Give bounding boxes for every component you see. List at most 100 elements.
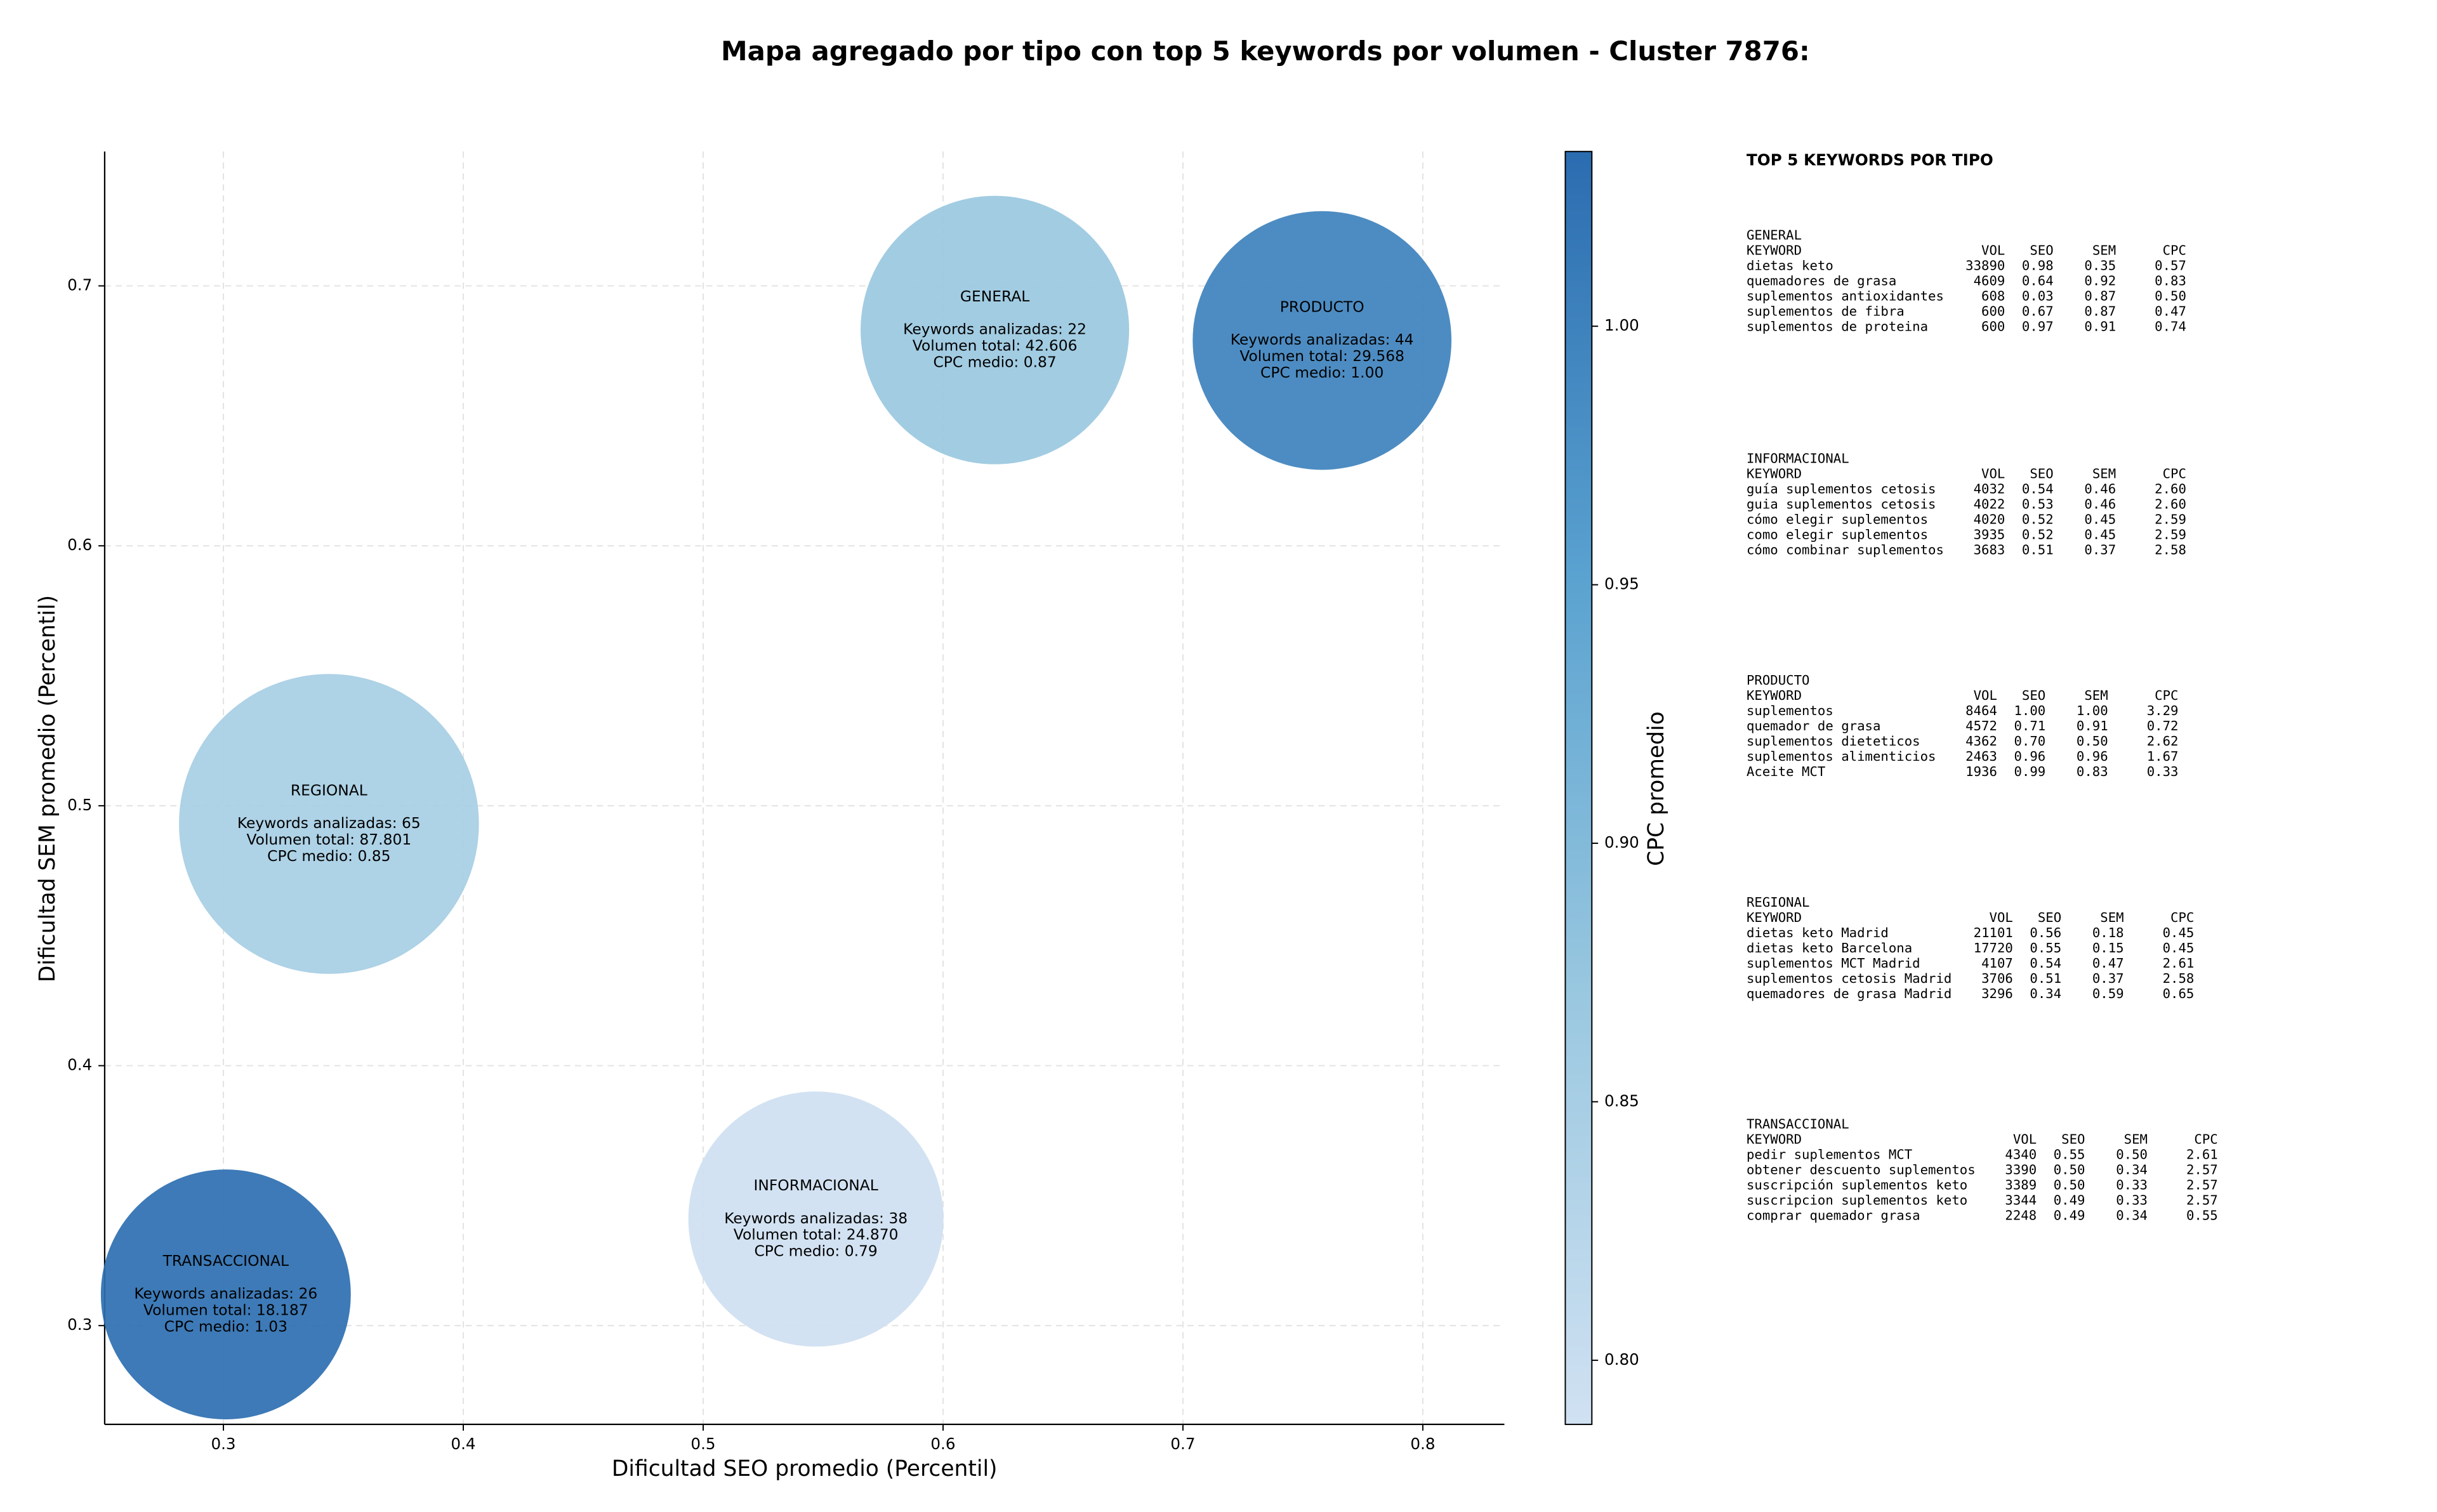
table-header: SEO bbox=[2038, 910, 2061, 925]
bubble-keywords: Keywords analizadas: 65 bbox=[237, 814, 421, 832]
table-cell: 2.61 bbox=[2186, 1147, 2218, 1162]
table-cell: 0.33 bbox=[2116, 1192, 2148, 1207]
table-cell: suplementos dieteticos bbox=[1747, 733, 1920, 749]
table-cell: 0.03 bbox=[2022, 289, 2054, 304]
table-cell: comprar quemador grasa bbox=[1747, 1207, 1920, 1223]
x-tick-label: 0.7 bbox=[1170, 1435, 1195, 1453]
table-header: KEYWORD bbox=[1747, 910, 1802, 925]
table-cell: suplementos antioxidantes bbox=[1747, 289, 1944, 304]
bubble-name: INFORMACIONAL bbox=[753, 1176, 878, 1194]
colorbar bbox=[1564, 150, 1593, 1425]
table-cell: 0.65 bbox=[2163, 986, 2195, 1001]
table-header: SEO bbox=[2030, 243, 2053, 258]
table-cell: Aceite MCT bbox=[1747, 764, 1825, 779]
bubble-volume: Volumen total: 87.801 bbox=[246, 831, 411, 848]
table-cell: 600 bbox=[1981, 319, 2005, 334]
table-cell: 2463 bbox=[1965, 749, 1997, 764]
table-cell: 2.61 bbox=[2163, 956, 2195, 971]
table-cell: 0.45 bbox=[2084, 527, 2116, 542]
bubble bbox=[179, 674, 479, 974]
table-cell: 0.50 bbox=[2054, 1177, 2085, 1192]
table-cell: 608 bbox=[1981, 289, 2005, 304]
table-cell: suplementos alimenticios bbox=[1747, 749, 1936, 764]
table-cell: 0.55 bbox=[2030, 940, 2061, 956]
table-cell: 0.50 bbox=[2054, 1162, 2085, 1177]
x-tick-label: 0.6 bbox=[930, 1435, 955, 1453]
table-cell: como elegir suplementos bbox=[1747, 527, 1928, 542]
table-cell: 0.96 bbox=[2077, 749, 2108, 764]
table-cell: 0.37 bbox=[2084, 542, 2116, 558]
table-cell: 0.53 bbox=[2022, 497, 2054, 512]
table-cell: 3.29 bbox=[2147, 703, 2179, 718]
table-cell: 3390 bbox=[2005, 1162, 2037, 1177]
x-tick-label: 0.4 bbox=[451, 1435, 475, 1453]
bubble-keywords: Keywords analizadas: 44 bbox=[1231, 331, 1414, 348]
colorbar-tick-label: 0.80 bbox=[1604, 1350, 1639, 1369]
table-cell: 0.91 bbox=[2077, 718, 2108, 733]
table-header: SEM bbox=[2100, 910, 2123, 925]
table-cell: 1936 bbox=[1965, 764, 1997, 779]
table-header: CPC bbox=[2170, 910, 2194, 925]
table-cell: 2.60 bbox=[2155, 497, 2186, 512]
bubble-keywords: Keywords analizadas: 38 bbox=[724, 1209, 908, 1227]
table-cell: quemadores de grasa bbox=[1747, 273, 1896, 289]
table-cell: 0.33 bbox=[2147, 764, 2179, 779]
chart-title: Mapa agregado por tipo con top 5 keyword… bbox=[721, 36, 1810, 67]
table-header: VOL bbox=[1974, 688, 1997, 703]
table-cell: suplementos de fibra bbox=[1747, 304, 1905, 319]
table-header: SEM bbox=[2124, 1131, 2148, 1147]
table-cell: 21101 bbox=[1974, 925, 2013, 940]
table-cell: 0.55 bbox=[2054, 1147, 2085, 1162]
colorbar-tick-label: 1.00 bbox=[1604, 316, 1639, 334]
bubble-cpc: CPC medio: 1.03 bbox=[164, 1317, 287, 1335]
table-cell: suplementos bbox=[1747, 703, 1833, 718]
table-cell: 600 bbox=[1981, 304, 2005, 319]
table-cell: 0.87 bbox=[2084, 289, 2116, 304]
panel-title: TOP 5 KEYWORDS POR TIPO bbox=[1747, 151, 1993, 169]
table-cell: 4107 bbox=[1981, 956, 2013, 971]
table-cell: 0.47 bbox=[2092, 956, 2124, 971]
table-cell: 3389 bbox=[2005, 1177, 2037, 1192]
table-cell: 0.33 bbox=[2116, 1177, 2148, 1192]
bubble-name: TRANSACCIONAL bbox=[162, 1252, 289, 1270]
table-cell: 0.49 bbox=[2054, 1192, 2085, 1207]
table-cell: 33890 bbox=[1965, 258, 2005, 273]
table-cell: 0.15 bbox=[2092, 940, 2124, 956]
table-header: VOL bbox=[1990, 910, 2013, 925]
bubble-name: PRODUCTO bbox=[1280, 298, 1364, 315]
table-cell: 0.34 bbox=[2116, 1207, 2148, 1223]
table-header: VOL bbox=[1981, 243, 2005, 258]
table-header: KEYWORD bbox=[1747, 243, 1802, 258]
table-header: CPC bbox=[2194, 1131, 2217, 1147]
table-cell: suplementos cetosis Madrid bbox=[1747, 971, 1952, 986]
table-cell: 4032 bbox=[1974, 482, 2005, 497]
table-cell: 0.34 bbox=[2030, 986, 2061, 1001]
table-cell: 3683 bbox=[1974, 542, 2005, 558]
bubble-volume: Volumen total: 42.606 bbox=[913, 337, 1078, 355]
y-tick-label: 0.4 bbox=[67, 1056, 92, 1074]
table-cell: 0.98 bbox=[2022, 258, 2054, 273]
table-header: KEYWORD bbox=[1747, 466, 1802, 482]
table-cell: 2.58 bbox=[2155, 542, 2186, 558]
table-cell: 2.57 bbox=[2186, 1177, 2218, 1192]
table-cell: guia suplementos cetosis bbox=[1747, 497, 1936, 512]
group-name: PRODUCTO bbox=[1747, 673, 1810, 688]
table-header: SEO bbox=[2061, 1131, 2085, 1147]
table-header: CPC bbox=[2163, 243, 2186, 258]
table-cell: cómo combinar suplementos bbox=[1747, 542, 1944, 558]
colorbar-tick-label: 0.90 bbox=[1604, 833, 1639, 851]
table-cell: 3296 bbox=[1981, 986, 2013, 1001]
table-cell: 4020 bbox=[1974, 512, 2005, 527]
table-header: SEO bbox=[2022, 688, 2045, 703]
table-cell: quemador de grasa bbox=[1747, 718, 1880, 733]
table-cell: 2.59 bbox=[2155, 512, 2186, 527]
table-header: CPC bbox=[2155, 688, 2178, 703]
bubble-volume: Volumen total: 24.870 bbox=[734, 1226, 899, 1244]
table-cell: 4340 bbox=[2005, 1147, 2037, 1162]
table-cell: 0.51 bbox=[2030, 971, 2061, 986]
bubble-keywords: Keywords analizadas: 26 bbox=[134, 1285, 317, 1303]
bubble-cpc: CPC medio: 0.85 bbox=[267, 847, 390, 865]
table-header: KEYWORD bbox=[1747, 1131, 1802, 1147]
table-cell: 0.59 bbox=[2092, 986, 2124, 1001]
